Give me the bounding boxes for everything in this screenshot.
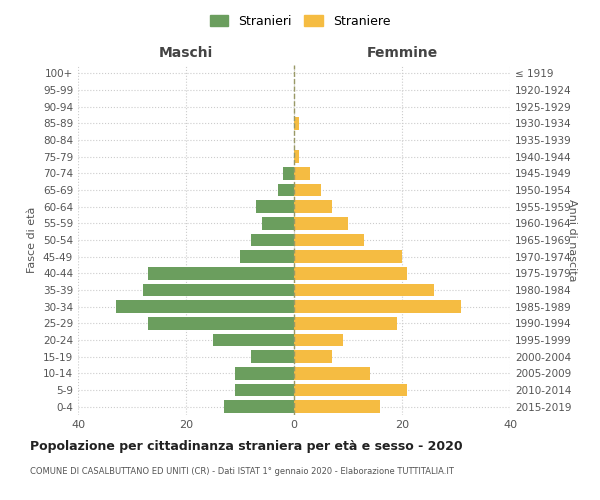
Bar <box>294 167 310 179</box>
Bar <box>148 267 294 280</box>
Bar <box>251 350 294 363</box>
Text: COMUNE DI CASALBUTTANO ED UNITI (CR) - Dati ISTAT 1° gennaio 2020 - Elaborazione: COMUNE DI CASALBUTTANO ED UNITI (CR) - D… <box>30 468 454 476</box>
Bar <box>262 217 294 230</box>
Bar <box>294 234 364 246</box>
Bar <box>224 400 294 413</box>
Text: Femmine: Femmine <box>367 46 437 60</box>
Bar <box>294 367 370 380</box>
Bar <box>294 200 332 213</box>
Bar <box>143 284 294 296</box>
Bar <box>235 367 294 380</box>
Bar <box>235 384 294 396</box>
Bar <box>256 200 294 213</box>
Bar <box>294 117 299 130</box>
Legend: Stranieri, Straniere: Stranieri, Straniere <box>206 11 394 32</box>
Text: Popolazione per cittadinanza straniera per età e sesso - 2020: Popolazione per cittadinanza straniera p… <box>30 440 463 453</box>
Bar <box>294 384 407 396</box>
Y-axis label: Fasce di età: Fasce di età <box>28 207 37 273</box>
Bar <box>294 150 299 163</box>
Bar <box>294 317 397 330</box>
Bar <box>283 167 294 179</box>
Bar <box>294 284 434 296</box>
Bar <box>294 250 402 263</box>
Bar <box>294 400 380 413</box>
Bar <box>294 184 321 196</box>
Bar <box>240 250 294 263</box>
Bar <box>278 184 294 196</box>
Bar <box>294 334 343 346</box>
Bar <box>294 217 348 230</box>
Bar <box>294 267 407 280</box>
Bar <box>294 300 461 313</box>
Bar <box>148 317 294 330</box>
Y-axis label: Anni di nascita: Anni di nascita <box>567 198 577 281</box>
Bar <box>213 334 294 346</box>
Bar <box>251 234 294 246</box>
Text: Maschi: Maschi <box>159 46 213 60</box>
Bar <box>116 300 294 313</box>
Bar <box>294 350 332 363</box>
